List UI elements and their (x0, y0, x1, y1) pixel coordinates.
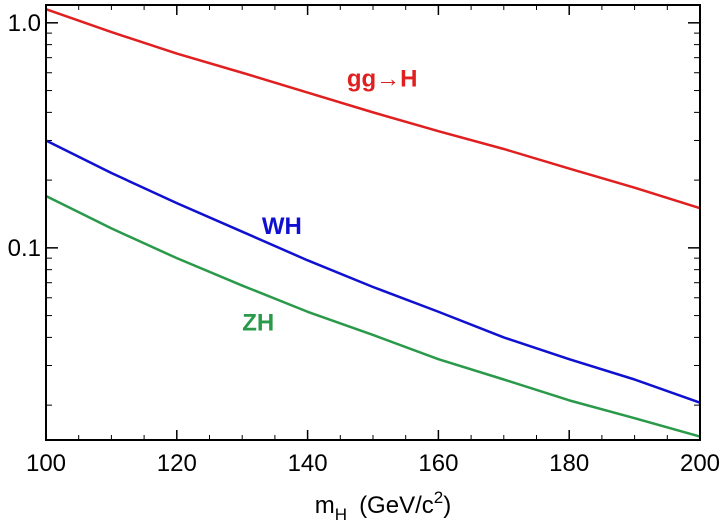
y-axis: 0.1 1.0 (8, 10, 700, 406)
y-tick-label-0.1: 0.1 (8, 235, 41, 262)
series-line-zh (45, 194, 701, 438)
series-line-gg-h (45, 7, 701, 210)
series-label-wh: WH (262, 213, 302, 240)
series-layer (45, 7, 701, 438)
series-label-gg-h: gg→H (347, 66, 418, 93)
series-label-zh: ZH (242, 309, 274, 336)
x-tick-label-200: 200 (680, 450, 720, 477)
x-tick-label-140: 140 (288, 450, 328, 477)
x-tick-label-120: 120 (157, 450, 197, 477)
x-axis-label: mH (GeV/c2) (315, 488, 451, 524)
x-axis-label-subscript: H (335, 505, 347, 524)
x-axis-label-units: (GeV/c (359, 492, 434, 519)
x-axis-label-units-superscript: 2 (434, 488, 443, 507)
plot-frame (45, 4, 701, 441)
y-tick-label-1: 1.0 (8, 10, 41, 37)
x-axis-label-main: m (315, 492, 335, 519)
x-axis-label-units-close: ) (443, 492, 451, 519)
series-line-wh (45, 139, 701, 404)
x-tick-label-100: 100 (26, 450, 66, 477)
x-tick-label-160: 160 (418, 450, 458, 477)
series-labels: gg→H WH ZH (242, 66, 417, 337)
x-axis: 100 120 140 160 180 200 (26, 5, 720, 477)
x-tick-label-180: 180 (549, 450, 589, 477)
